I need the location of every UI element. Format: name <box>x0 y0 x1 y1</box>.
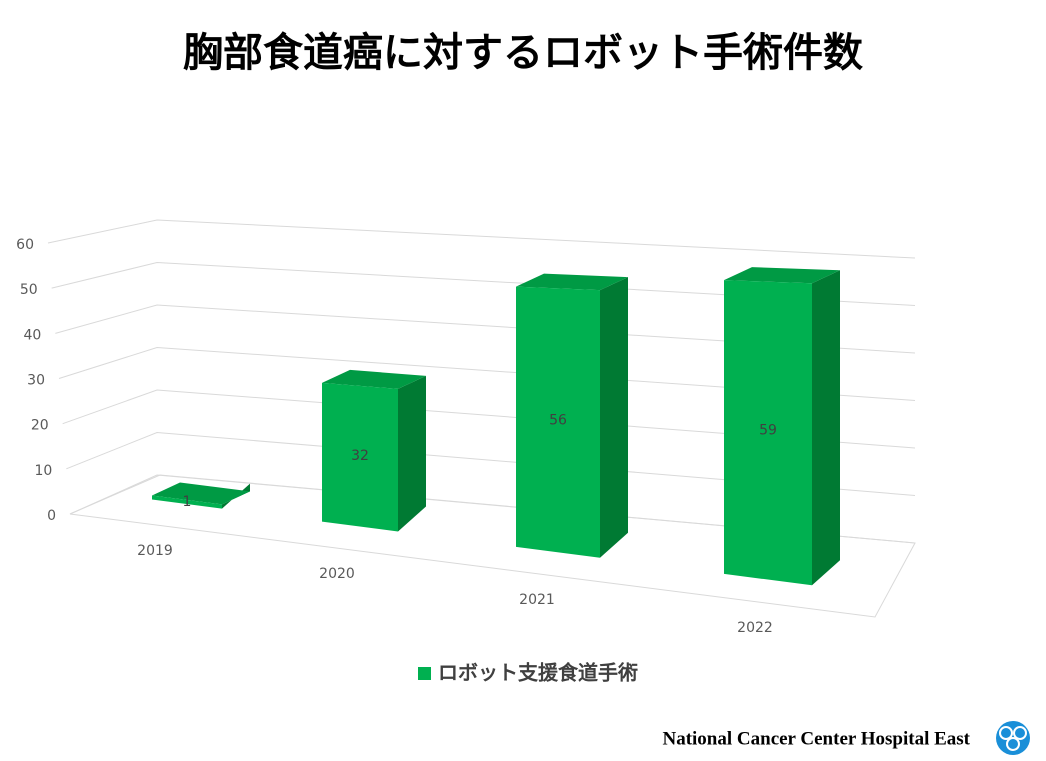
x-tick-label: 2019 <box>137 543 173 559</box>
grid-line <box>47 219 916 259</box>
y-tick-label: 10 <box>35 463 53 479</box>
value-label: 1 <box>183 494 192 510</box>
bar <box>724 280 812 586</box>
y-tick-label: 60 <box>16 237 34 253</box>
grid-line <box>51 261 916 306</box>
bar-top <box>152 482 250 505</box>
bar <box>152 495 222 509</box>
bar-top <box>322 369 426 389</box>
y-tick-label: 0 <box>47 508 56 524</box>
y-tick-label: 30 <box>27 373 45 389</box>
bar-side <box>600 277 628 558</box>
legend-label: ロボット支援食道手術 <box>438 661 638 685</box>
grid-line <box>69 474 916 544</box>
y-tick-label: 50 <box>20 282 38 298</box>
bar-top <box>724 267 840 284</box>
legend-swatch <box>418 667 431 680</box>
bar-side <box>398 375 426 532</box>
x-tick-label: 2021 <box>519 592 555 608</box>
bar <box>516 286 600 558</box>
x-tick-label: 2020 <box>319 566 355 582</box>
y-tick-label: 40 <box>24 327 42 343</box>
bar-side <box>812 270 840 586</box>
x-tick-label: 2022 <box>737 620 773 636</box>
value-label: 56 <box>549 412 567 428</box>
chart-title: 胸部食道癌に対するロボット手術件数 <box>183 30 863 76</box>
bar <box>322 382 398 532</box>
bar-top <box>516 273 628 291</box>
grid-line <box>62 389 916 449</box>
value-label: 32 <box>351 448 369 464</box>
logo <box>996 721 1030 755</box>
footer: National Cancer Center Hospital East <box>662 728 970 749</box>
value-label: 59 <box>759 423 777 439</box>
y-tick-label: 20 <box>31 418 49 434</box>
grid-line <box>58 346 916 401</box>
grid-line <box>66 431 916 496</box>
grid-line <box>55 304 916 354</box>
